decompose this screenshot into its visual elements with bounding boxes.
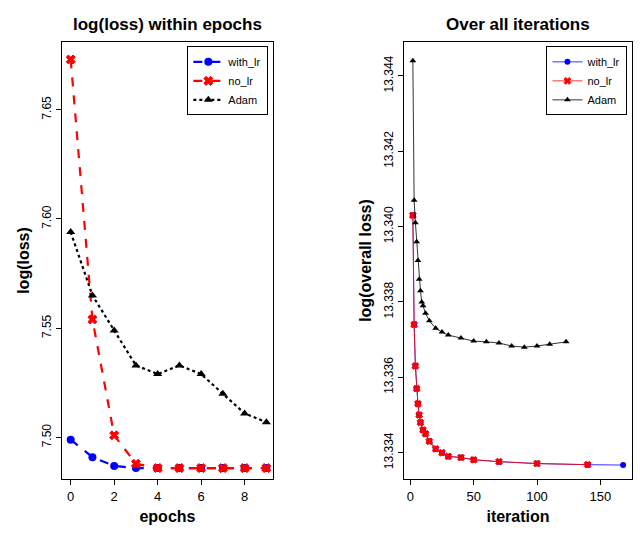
svg-text:7.60: 7.60 [40,205,54,229]
svg-text:150: 150 [589,489,611,504]
svg-text:0: 0 [407,489,414,504]
svg-text:with_lr: with_lr [586,56,619,68]
svg-text:13.334: 13.334 [382,432,396,469]
svg-text:no_lr: no_lr [228,75,253,87]
svg-text:7.50: 7.50 [40,424,54,448]
svg-text:2: 2 [111,489,118,504]
svg-text:Over all iterations: Over all iterations [446,15,590,34]
svg-text:0: 0 [67,489,74,504]
svg-text:epochs: epochs [139,508,195,525]
svg-text:13.336: 13.336 [382,357,396,394]
svg-text:iteration: iteration [486,508,549,525]
svg-text:8: 8 [241,489,248,504]
svg-text:log(overall loss): log(overall loss) [357,199,374,322]
svg-text:with_lr: with_lr [227,56,260,68]
svg-text:log(loss): log(loss) [15,227,32,294]
svg-text:100: 100 [526,489,548,504]
svg-text:6: 6 [198,489,205,504]
svg-text:Adam: Adam [228,94,257,106]
svg-text:Adam: Adam [587,94,616,106]
svg-text:13.342: 13.342 [382,131,396,168]
svg-text:7.65: 7.65 [40,96,54,120]
svg-text:13.344: 13.344 [382,55,396,92]
svg-text:13.338: 13.338 [382,281,396,318]
svg-text:log(loss) within epochs: log(loss) within epochs [73,15,262,34]
svg-text:no_lr: no_lr [587,75,612,87]
svg-text:4: 4 [154,489,161,504]
svg-text:13.340: 13.340 [382,206,396,243]
svg-text:7.55: 7.55 [40,314,54,338]
svg-text:50: 50 [466,489,480,504]
